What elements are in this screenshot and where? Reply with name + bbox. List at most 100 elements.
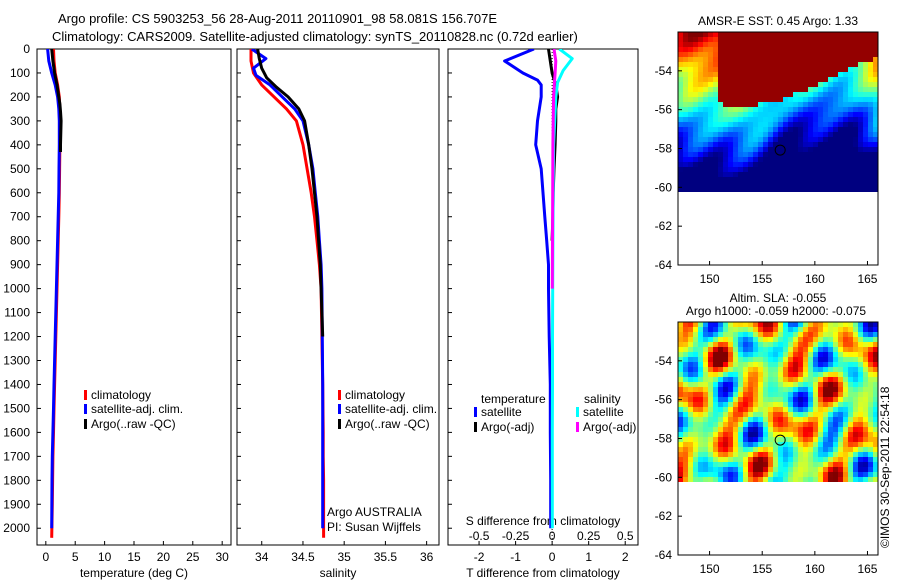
credit-text: ©IMOS 30-Sep-2011 22:54:18 bbox=[878, 386, 892, 548]
x-tick-label: 10 bbox=[98, 550, 112, 564]
figure-title-line2: Climatology: CARS2009. Satellite-adjuste… bbox=[52, 29, 578, 44]
legend-label: Argo(..raw -QC) bbox=[91, 417, 176, 431]
x-tick-label: 36 bbox=[420, 550, 434, 564]
series-group bbox=[503, 49, 574, 529]
y-tick-label: -58 bbox=[655, 432, 673, 446]
y-tick-label: 600 bbox=[10, 186, 30, 200]
y-tick-label: 1100 bbox=[4, 306, 30, 320]
y-tick-label: 1300 bbox=[3, 353, 30, 367]
y-tick-label: 800 bbox=[10, 234, 30, 248]
y-tick-label: -64 bbox=[655, 548, 673, 562]
x-axis-label: salinity bbox=[320, 566, 357, 580]
legend-swatch bbox=[84, 419, 87, 429]
legend-swatch bbox=[576, 422, 579, 432]
map-title: AMSR-E SST: 0.45 Argo: 1.33 bbox=[698, 14, 858, 28]
x-tick-label: 2 bbox=[622, 550, 629, 564]
y-tick-label: -58 bbox=[655, 142, 673, 156]
y-tick-label: -64 bbox=[655, 258, 673, 272]
x-tick-label: 20 bbox=[157, 550, 171, 564]
y-tick-label: -56 bbox=[655, 103, 673, 117]
figure-title-line1: Argo profile: CS 5903253_56 28-Aug-2011 … bbox=[58, 11, 497, 26]
x-tick-label: 34 bbox=[255, 550, 269, 564]
series-group bbox=[249, 49, 326, 538]
chart-salinity: 34 34.5 35 35.5 36 salinity climatologysatelli… bbox=[236, 48, 440, 580]
annotation-line2: PI: Susan Wijffels bbox=[327, 520, 421, 534]
x-tick-label: 34.5 bbox=[291, 550, 315, 564]
series-line-argo-raw-qc- bbox=[256, 49, 325, 337]
x-tick-label: 160 bbox=[805, 562, 825, 576]
series-line-argo-raw-qc- bbox=[50, 49, 63, 152]
legend-label: satellite-adj. clim. bbox=[91, 402, 183, 416]
plot-frame bbox=[236, 48, 440, 546]
y-tick-label: 200 bbox=[10, 90, 30, 104]
legend-label: Argo(-adj) bbox=[583, 420, 636, 434]
x-tick-label: -2 bbox=[474, 550, 485, 564]
x-tick-label: -1 bbox=[510, 550, 521, 564]
plot-frame bbox=[447, 48, 639, 546]
series-line-salinity-argo-adj- bbox=[550, 49, 558, 289]
y-tick-label: 1400 bbox=[3, 377, 30, 391]
legend-swatch bbox=[84, 404, 87, 414]
x-tick-label: 165 bbox=[857, 562, 877, 576]
x-tick-label: 0 bbox=[549, 550, 556, 564]
series-line-temperature-satellite bbox=[503, 49, 553, 529]
x-tick-label: 150 bbox=[700, 562, 720, 576]
plot-frame bbox=[36, 48, 232, 546]
sst-heatmap-image bbox=[678, 32, 878, 192]
x2-tick-label: 0.5 bbox=[617, 529, 634, 543]
x-tick-label: 25 bbox=[186, 550, 200, 564]
y-tick-label: -62 bbox=[655, 509, 673, 523]
x-tick-label: 35.5 bbox=[374, 550, 398, 564]
legend-label: climatology bbox=[345, 388, 405, 402]
y-tick-label: 400 bbox=[10, 138, 30, 152]
x-tick-label: 155 bbox=[752, 562, 772, 576]
legend-label: satellite-adj. clim. bbox=[345, 402, 437, 416]
legend-label: climatology bbox=[91, 388, 151, 402]
sla-heatmap-image bbox=[678, 322, 878, 482]
legend-swatch bbox=[338, 390, 341, 400]
x-tick-label: 1 bbox=[585, 550, 592, 564]
x2-axis-label: S difference from climatology bbox=[466, 514, 621, 528]
y-tick-label: -54 bbox=[655, 64, 673, 78]
x-axis-label: T difference from climatology bbox=[466, 566, 620, 580]
legend-swatch bbox=[474, 422, 477, 432]
y-tick-label: 100 bbox=[10, 66, 30, 80]
y-tick-label: -54 bbox=[655, 354, 673, 368]
profile-location-marker bbox=[774, 144, 786, 156]
profile-location-marker bbox=[774, 434, 786, 446]
y-tick-label: 300 bbox=[10, 114, 30, 128]
x2-tick-label: -0.25 bbox=[502, 529, 530, 543]
y-tick-label: 1500 bbox=[3, 401, 30, 415]
x-tick-label: 0 bbox=[42, 550, 49, 564]
chart-sst-map: AMSR-E SST: 0.45 Argo: 1.33 150 155 160 165 -… bbox=[655, 14, 879, 286]
map-subtitle: Argo h1000: -0.059 h2000: -0.075 bbox=[686, 304, 866, 318]
y-tick-label: 700 bbox=[10, 210, 30, 224]
y-tick-label: 1800 bbox=[3, 473, 30, 487]
legend-temperature-title: temperature bbox=[481, 392, 546, 406]
y-tick-label: 900 bbox=[10, 258, 30, 272]
legend-salinity-title: salinity bbox=[584, 392, 621, 406]
y-tick-label: -62 bbox=[655, 219, 673, 233]
legend-swatch bbox=[576, 407, 579, 417]
y-tick-label: -56 bbox=[655, 393, 673, 407]
y-tick-label: -60 bbox=[655, 470, 673, 484]
x2-tick-label: -0.5 bbox=[469, 529, 490, 543]
legend-swatch bbox=[84, 390, 87, 400]
y-tick-label: 500 bbox=[10, 162, 30, 176]
y-tick-label: 1600 bbox=[3, 425, 30, 439]
legend-label: satellite bbox=[481, 405, 522, 419]
y-tick-label: 1000 bbox=[3, 282, 30, 296]
x-tick-label: 15 bbox=[127, 550, 141, 564]
legend-label: Argo(..raw -QC) bbox=[345, 417, 430, 431]
legend-swatch bbox=[338, 419, 341, 429]
chart-difference: -2 -1 0 1 2T difference from climatology S di… bbox=[447, 48, 639, 580]
x-tick-label: 30 bbox=[216, 550, 230, 564]
legend-label: Argo(-adj) bbox=[481, 420, 534, 434]
y-tick-label: 1700 bbox=[3, 449, 30, 463]
series-group bbox=[46, 49, 63, 538]
x-tick-label: 5 bbox=[72, 550, 79, 564]
legend-swatch bbox=[474, 407, 477, 417]
x-tick-label: 35 bbox=[338, 550, 352, 564]
annotation-line1: Argo AUSTRALIA bbox=[327, 505, 422, 519]
